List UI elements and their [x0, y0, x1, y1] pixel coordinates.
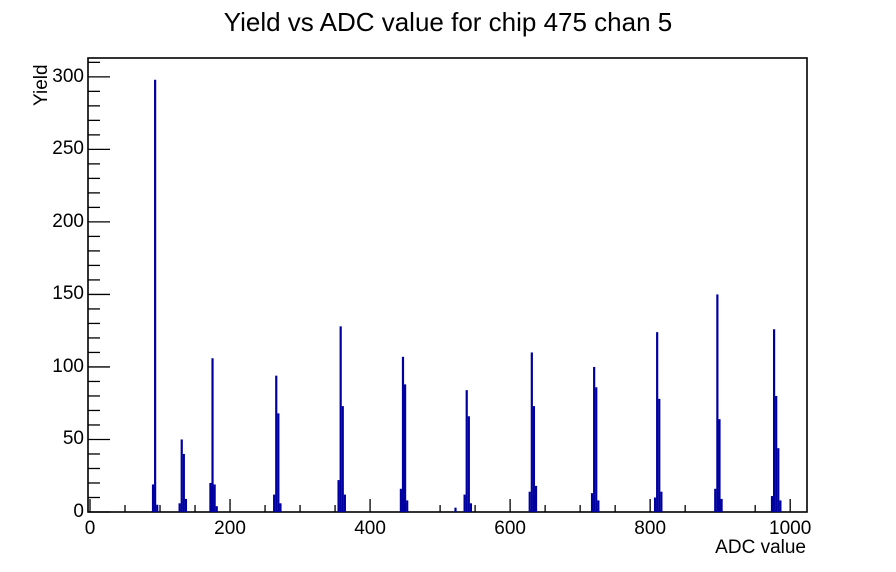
histogram-bar [341, 406, 344, 512]
histogram-bar [215, 506, 218, 512]
x-tick-label: 600 [494, 518, 526, 539]
x-tick-label: 800 [634, 518, 667, 539]
x-tick-label: 1000 [769, 518, 812, 539]
histogram-bar [343, 494, 346, 512]
histogram-bar [273, 494, 276, 512]
y-tick-label: 0 [73, 501, 84, 522]
histogram-bar [211, 358, 214, 512]
chart-title: Yield vs ADC value for chip 475 chan 5 [223, 7, 673, 37]
histogram-bar [154, 79, 157, 512]
histogram-bar [178, 503, 181, 512]
y-tick-label: 150 [52, 283, 84, 305]
y-tick-label: 300 [52, 65, 84, 87]
histogram-bar [720, 498, 723, 512]
histogram-bar [660, 491, 663, 512]
y-tick-label: 50 [62, 428, 84, 450]
histogram-bar [718, 419, 721, 512]
histogram-bar [275, 375, 278, 512]
histogram-bar [406, 500, 409, 512]
histogram-bar [653, 497, 657, 512]
histogram-bar [467, 416, 470, 512]
histogram-bar [779, 500, 782, 512]
histogram-bar [534, 485, 538, 512]
histogram-bar [454, 507, 457, 512]
histogram-bar [399, 488, 402, 512]
histogram-bar [465, 390, 468, 512]
histogram-bar [714, 488, 717, 512]
histogram-bar [532, 406, 536, 512]
histogram-bar [530, 352, 533, 512]
histogram-bar [337, 480, 340, 512]
histogram-bar [213, 484, 216, 512]
histogram-bar [772, 329, 776, 512]
y-tick-label: 200 [52, 210, 84, 232]
x-tick-label: 400 [354, 518, 386, 539]
histogram-bar [716, 294, 719, 512]
y-tick-label: 250 [52, 138, 84, 160]
x-tick-label: 200 [214, 518, 246, 539]
histogram-bar [184, 498, 188, 512]
histogram-bar [770, 496, 774, 512]
histogram-bar [156, 504, 159, 512]
histogram-bar [528, 491, 531, 512]
histogram-bar [656, 332, 659, 512]
histogram-bar [597, 500, 600, 512]
x-axis-title: ADC value [715, 537, 806, 558]
histogram-bar [777, 448, 780, 512]
histogram-bar [339, 326, 342, 512]
histogram-bar [209, 482, 212, 512]
y-tick-label: 100 [52, 355, 84, 377]
histogram-bar [182, 453, 185, 512]
plot-frame [87, 57, 808, 513]
histogram-bar [590, 493, 594, 512]
histogram-bar [595, 387, 598, 512]
histogram-bar [403, 384, 407, 512]
histogram-bar [658, 398, 661, 512]
histogram-bar [463, 494, 466, 512]
histogram-bar [593, 366, 596, 512]
histogram-bar [401, 356, 405, 512]
histogram-bar [775, 395, 778, 512]
histogram-bar [277, 413, 280, 512]
x-tick-label: 0 [84, 518, 96, 539]
histogram-bar [151, 484, 155, 512]
histogram-bar [279, 503, 282, 512]
histogram-bar [180, 439, 183, 512]
histogram-bar [469, 503, 473, 512]
